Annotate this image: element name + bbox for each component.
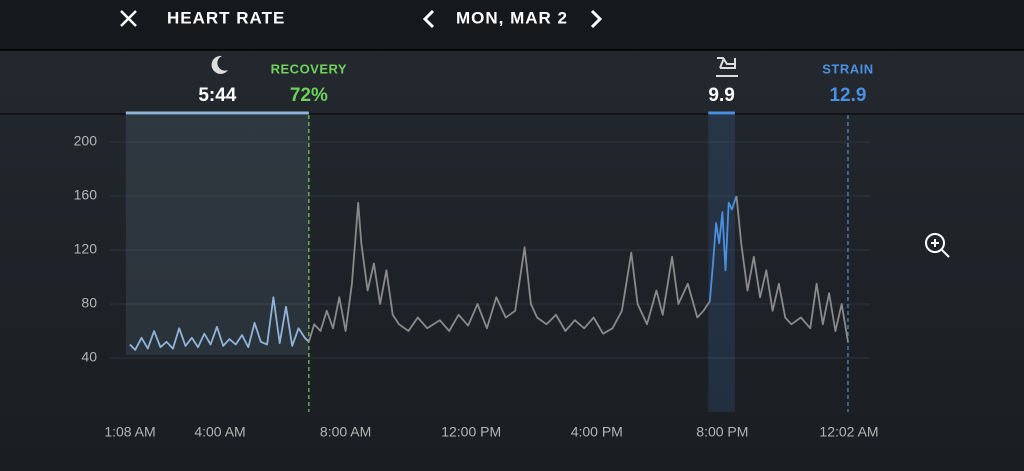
recovery-value: 72% xyxy=(290,85,328,106)
x-tick-label: 12:00 PM xyxy=(441,424,501,440)
x-tick-label: 12:02 AM xyxy=(819,424,878,440)
header-date: MON, MAR 2 xyxy=(456,8,568,27)
strain-title: STRAIN xyxy=(822,61,873,76)
activity-strain: 9.9 xyxy=(708,85,734,106)
heart-rate-line xyxy=(735,195,849,342)
heart-rate-line xyxy=(708,195,738,302)
y-tick-label: 40 xyxy=(81,349,97,365)
header-title: HEART RATE xyxy=(167,8,285,27)
next-day[interactable] xyxy=(590,9,603,29)
y-tick-label: 160 xyxy=(74,187,98,203)
close-icon[interactable] xyxy=(120,10,137,27)
x-tick-label: 1:08 AM xyxy=(104,424,155,440)
recovery-title: RECOVERY xyxy=(271,61,347,76)
prev-day[interactable] xyxy=(422,9,435,29)
moon-icon xyxy=(211,55,228,74)
bike-icon xyxy=(716,57,738,77)
heart-rate-line xyxy=(129,296,310,351)
y-tick-label: 120 xyxy=(74,241,98,257)
x-tick-label: 8:00 PM xyxy=(696,424,748,440)
y-tick-label: 80 xyxy=(81,295,97,311)
top-bar xyxy=(0,0,1024,50)
zoom-icon[interactable] xyxy=(925,233,950,258)
y-tick-label: 200 xyxy=(74,133,98,149)
x-tick-label: 4:00 AM xyxy=(194,424,245,440)
strain-value: 12.9 xyxy=(829,85,866,106)
heart-rate-line xyxy=(308,201,711,343)
sleep-region xyxy=(125,115,309,355)
sleep-duration: 5:44 xyxy=(198,85,236,106)
x-tick-label: 4:00 PM xyxy=(571,424,623,440)
x-tick-label: 8:00 AM xyxy=(320,424,371,440)
